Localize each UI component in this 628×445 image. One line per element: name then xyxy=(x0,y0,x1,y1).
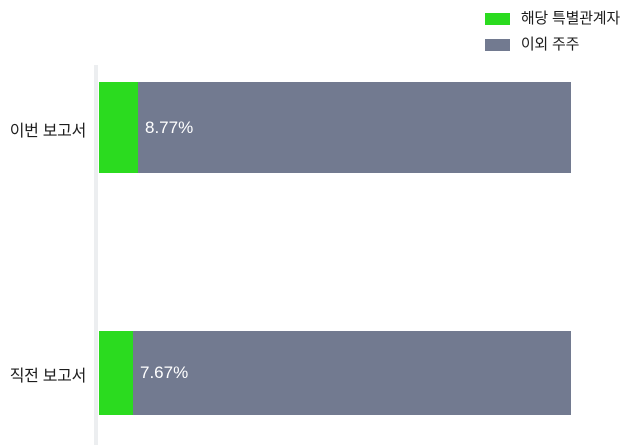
gray-swatch-icon xyxy=(484,39,510,51)
bar-value-label: 8.77% xyxy=(145,117,194,137)
y-axis-line xyxy=(94,65,98,445)
category-label-previous-report: 직전 보고서 xyxy=(9,368,87,385)
category-label-current-report: 이번 보고서 xyxy=(9,123,87,140)
bar-segment-other-shareholders[interactable]: 8.77% xyxy=(138,82,571,173)
legend-item-special-related-party[interactable]: 해당 특별관계자 xyxy=(484,10,620,27)
green-swatch-icon xyxy=(484,13,510,25)
bar-segment-special-related-party[interactable] xyxy=(99,331,133,415)
bar-segment-other-shareholders[interactable]: 7.67% xyxy=(133,331,571,415)
stacked-bar-previous-report: 7.67% xyxy=(99,331,571,415)
legend-item-other-shareholders[interactable]: 이외 주주 xyxy=(484,36,580,53)
bar-value-label: 7.67% xyxy=(140,363,189,382)
chart-legend: 해당 특별관계자 이외 주주 xyxy=(484,10,620,53)
stacked-bar-current-report: 8.77% xyxy=(99,82,571,173)
bar-segment-special-related-party[interactable] xyxy=(99,82,138,173)
legend-label-special-related-party: 해당 특별관계자 xyxy=(520,10,620,27)
bar-row: 이번 보고서 8.77% xyxy=(0,82,628,173)
bar-row: 직전 보고서 7.67% xyxy=(0,331,628,415)
legend-label-other-shareholders: 이외 주주 xyxy=(520,36,580,53)
